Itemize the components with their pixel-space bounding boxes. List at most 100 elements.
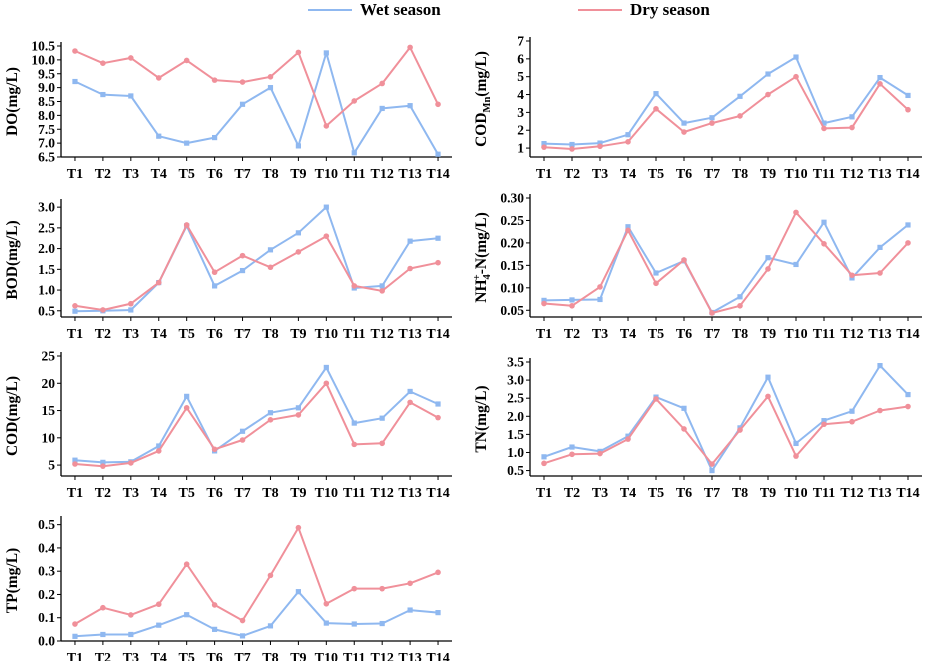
- y-tick-label-cod: 5: [48, 458, 55, 473]
- x-tick-label-nh4: T7: [704, 327, 720, 342]
- point-bod-wet: [267, 247, 274, 253]
- x-tick-label-cod: T7: [234, 486, 250, 501]
- point-nh4-dry: [765, 266, 771, 272]
- y-tick-label-bod: 0.5: [38, 303, 55, 318]
- y-axis-title-bod: BOD(mg/L): [4, 220, 21, 299]
- point-codmn-dry: [681, 129, 687, 135]
- y-tick-label-nh4: 0.25: [500, 213, 524, 228]
- x-tick-label-nh4: T3: [592, 327, 608, 342]
- point-cod-dry: [407, 399, 413, 406]
- point-bod-wet: [295, 230, 301, 236]
- point-do-dry: [295, 49, 302, 56]
- y-tick-label-tp: 0.0: [38, 634, 55, 649]
- y-tick-label-tp: 0.5: [38, 517, 55, 532]
- x-tick-label-nh4: T13: [868, 327, 891, 342]
- point-bod-dry: [435, 259, 441, 266]
- x-tick-label-cod: T8: [262, 486, 278, 501]
- y-tick-label-tn: 0.5: [507, 463, 524, 478]
- point-do-wet: [72, 78, 78, 85]
- y-tick-label-tp: 0.3: [38, 564, 55, 579]
- x-tick-label-bod: T9: [290, 327, 306, 342]
- legend-wet-season: Wet season: [308, 0, 441, 20]
- point-do-dry: [239, 79, 246, 85]
- series-line-do-dry: [74, 46, 439, 127]
- point-do-wet: [379, 105, 385, 112]
- point-codmn-dry: [709, 120, 715, 126]
- x-tick-label-tp: T12: [371, 651, 394, 661]
- x-tick-label-cod: T12: [371, 486, 394, 501]
- point-tn-wet: [681, 405, 687, 411]
- y-tick-label-codmn: 5: [517, 69, 524, 84]
- point-tn-dry: [793, 453, 799, 459]
- x-tick-label-bod: T6: [206, 327, 222, 342]
- point-bod-wet: [435, 235, 441, 241]
- point-tp-wet: [379, 620, 385, 627]
- y-tick-label-do: 6.5: [38, 150, 55, 165]
- point-nh4-wet: [765, 255, 771, 261]
- y-tick-label-nh4: 0.20: [500, 235, 524, 250]
- y-tick-label-codmn: 4: [517, 87, 524, 102]
- y-tick-label-nh4: 0.05: [500, 303, 524, 318]
- point-codmn-wet: [653, 91, 659, 97]
- point-codmn-dry: [541, 144, 547, 150]
- point-cod-dry: [323, 380, 330, 387]
- point-bod-dry: [211, 269, 218, 276]
- point-nh4-dry: [709, 310, 715, 316]
- point-nh4-dry: [597, 284, 603, 290]
- series-line-cod-wet: [74, 366, 439, 464]
- point-nh4-dry: [653, 280, 659, 287]
- point-codmn-wet: [681, 120, 687, 126]
- point-cod-wet: [323, 364, 329, 371]
- x-tick-label-codmn: T3: [592, 167, 608, 182]
- series-line-codmn-dry: [543, 75, 909, 150]
- panel-codmn: 1 2 3 4 5 6 7 T1 T2 T3 T4 T5 T6 T7 T8 T9 T10 T11 T12 T13 T14…: [473, 34, 922, 182]
- y-tick-label-cod: 25: [42, 349, 56, 364]
- x-tick-label-do: T10: [315, 167, 338, 182]
- point-codmn-wet: [765, 71, 771, 77]
- legend-dry-line: [578, 9, 622, 11]
- point-tp-dry: [100, 604, 106, 611]
- point-nh4-wet: [905, 222, 911, 228]
- point-cod-wet: [407, 388, 413, 395]
- y-tick-label-codmn: 7: [517, 34, 524, 49]
- point-do-wet: [435, 151, 441, 157]
- point-do-wet: [267, 85, 274, 91]
- y-tick-label-cod: 10: [42, 430, 56, 445]
- point-tp-dry: [351, 585, 358, 592]
- point-tp-dry: [407, 580, 413, 587]
- point-nh4-dry: [793, 209, 799, 216]
- point-tp-wet: [239, 633, 246, 639]
- x-tick-label-codmn: T12: [840, 167, 863, 182]
- point-nh4-dry: [737, 302, 743, 309]
- point-do-wet: [128, 93, 134, 99]
- y-tick-label-do: 8.0: [38, 108, 55, 123]
- point-cod-dry: [183, 405, 190, 411]
- x-tick-label-codmn: T13: [868, 167, 891, 182]
- point-cod-wet: [435, 401, 441, 407]
- point-cod-dry: [435, 414, 441, 421]
- series-line-tp-dry: [74, 526, 439, 625]
- point-cod-dry: [267, 417, 274, 423]
- y-tick-label-cod: 15: [42, 403, 56, 418]
- point-do-dry: [72, 48, 78, 54]
- point-tp-wet: [212, 626, 218, 632]
- point-codmn-dry: [821, 125, 827, 132]
- point-bod-dry: [239, 252, 246, 259]
- y-tick-label-bod: 2.5: [38, 220, 55, 235]
- x-tick-label-do: T8: [262, 167, 278, 182]
- y-tick-label-tn: 3.0: [507, 373, 524, 388]
- y-axis-title-nh4: NH4+-N(mg/L): [472, 212, 493, 302]
- point-codmn-dry: [793, 73, 799, 80]
- y-tick-label-bod: 2.0: [38, 241, 55, 256]
- x-tick-label-codmn: T4: [620, 167, 636, 182]
- point-do-dry: [211, 77, 218, 83]
- x-tick-label-tn: T4: [620, 486, 636, 501]
- point-tn-wet: [625, 433, 631, 439]
- point-codmn-dry: [569, 146, 575, 152]
- point-do-dry: [267, 74, 274, 80]
- point-tn-dry: [541, 460, 547, 467]
- y-tick-label-bod: 1.5: [38, 262, 55, 277]
- point-do-wet: [295, 143, 301, 149]
- x-tick-label-cod: T5: [179, 486, 195, 501]
- x-tick-label-do: T4: [151, 167, 167, 182]
